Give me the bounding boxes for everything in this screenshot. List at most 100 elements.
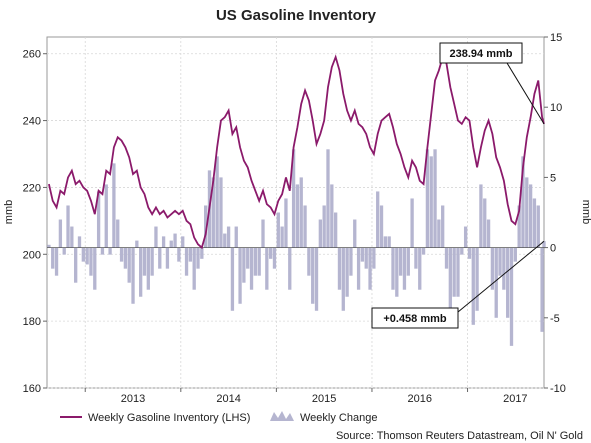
weekly-change-bar	[66, 205, 70, 248]
inventory-line-series	[48, 54, 545, 250]
weekly-change-bar	[314, 247, 319, 311]
weekly-change-bar	[119, 247, 124, 262]
weekly-change-bar	[89, 247, 93, 276]
weekly-change-bar	[486, 219, 491, 248]
weekly-change-bar	[448, 247, 452, 318]
weekly-change-bar	[146, 247, 150, 290]
weekly-change-bar	[318, 219, 323, 248]
weekly-change-bar	[542, 241, 546, 248]
left-axis-label: mmb	[3, 200, 15, 224]
weekly-change-bar	[54, 247, 59, 276]
weekly-change-bar	[165, 247, 170, 269]
weekly-change-bar	[142, 247, 147, 276]
right-tick-label: 5	[550, 172, 556, 184]
weekly-change-bar	[261, 219, 265, 248]
weekly-change-bar	[181, 236, 185, 248]
weekly-change-bar	[104, 184, 108, 248]
weekly-change-bar	[425, 149, 430, 248]
weekly-change-bar	[345, 247, 349, 297]
weekly-change-bar	[85, 247, 89, 265]
legend-swatch-change	[270, 411, 294, 421]
weekly-change-bar	[383, 236, 387, 248]
weekly-change-bar	[364, 247, 368, 269]
annotation-leader-inventory	[506, 62, 545, 125]
weekly-change-bar	[161, 236, 166, 248]
weekly-change-bar	[269, 247, 273, 259]
weekly-change-bar	[62, 247, 66, 255]
plot-area	[46, 36, 545, 389]
annotation-box-change	[371, 307, 459, 329]
weekly-change-bar	[100, 247, 105, 255]
weekly-change-bar	[460, 247, 464, 255]
weekly-change-bar	[333, 212, 338, 248]
weekly-change-bar	[483, 198, 487, 248]
x-tick-label: 2013	[121, 393, 145, 405]
weekly-change-bar	[154, 226, 158, 248]
weekly-change-bar	[291, 149, 296, 248]
source-note: Source: Thomson Reuters Datastream, Oil …	[336, 430, 583, 442]
weekly-change-bar	[341, 247, 345, 311]
legend-label-change: Weekly Change	[300, 412, 377, 424]
weekly-change-bar	[421, 247, 426, 255]
weekly-change-bar	[517, 205, 521, 248]
left-tick-label: 220	[23, 182, 41, 194]
left-tick-label: 240	[23, 116, 41, 128]
weekly-change-bar	[169, 240, 173, 248]
weekly-change-bar	[200, 247, 204, 259]
weekly-change-bar	[173, 233, 177, 248]
weekly-change-bar	[414, 247, 418, 269]
weekly-change-bar	[112, 163, 116, 248]
weekly-change-bar	[330, 184, 334, 248]
weekly-change-bar	[253, 247, 258, 276]
annotation-leader-change	[457, 240, 545, 313]
weekly-change-bar	[395, 247, 399, 297]
weekly-change-bar	[135, 240, 139, 248]
weekly-change-bar	[349, 247, 353, 276]
weekly-change-bar	[123, 247, 128, 269]
weekly-change-bar	[467, 247, 472, 259]
weekly-change-bar	[463, 226, 468, 248]
weekly-change-bar	[249, 247, 254, 290]
weekly-change-bar	[77, 236, 82, 248]
weekly-change-bar	[226, 226, 231, 248]
weekly-change-bar	[490, 247, 495, 290]
weekly-change-bar	[280, 226, 284, 248]
left-tick-label: 180	[23, 316, 41, 328]
weekly-change-bar	[219, 177, 223, 248]
weekly-change-bar	[311, 247, 315, 304]
weekly-change-bar	[444, 247, 449, 269]
weekly-change-bar	[93, 247, 97, 290]
weekly-change-bar	[521, 156, 525, 248]
x-tick-label: 2017	[503, 393, 527, 405]
legend-label-inventory: Weekly Gasoline Inventory (LHS)	[88, 412, 250, 424]
weekly-change-bar	[322, 205, 326, 248]
weekly-change-bar	[223, 233, 227, 248]
weekly-change-bar	[230, 247, 235, 311]
weekly-change-bar	[372, 247, 376, 269]
weekly-change-bar	[441, 205, 445, 248]
weekly-change-series	[47, 149, 546, 346]
weekly-change-bar	[131, 247, 135, 304]
x-tick-label: 2015	[312, 393, 336, 405]
weekly-change-bar	[513, 247, 517, 262]
weekly-change-bar	[376, 191, 380, 248]
weekly-change-bar	[295, 184, 300, 248]
weekly-change-bar	[502, 247, 506, 290]
weekly-change-bar	[368, 247, 372, 290]
weekly-change-bar	[276, 212, 280, 248]
weekly-change-bar	[437, 219, 441, 248]
weekly-change-bar	[429, 156, 433, 248]
weekly-change-bar	[192, 247, 196, 290]
weekly-change-bar	[353, 219, 357, 248]
right-tick-label: 0	[550, 243, 556, 255]
weekly-change-bar	[58, 219, 63, 248]
right-axis-ticks: -10 -5 0 5 10 15	[544, 32, 566, 395]
weekly-change-bar	[506, 247, 510, 318]
gridlines	[47, 37, 544, 389]
weekly-change-bar	[387, 236, 391, 248]
left-tick-label: 160	[23, 383, 41, 395]
weekly-change-bar	[108, 247, 112, 255]
weekly-change-bar	[204, 205, 208, 248]
left-tick-label: 200	[23, 249, 41, 261]
